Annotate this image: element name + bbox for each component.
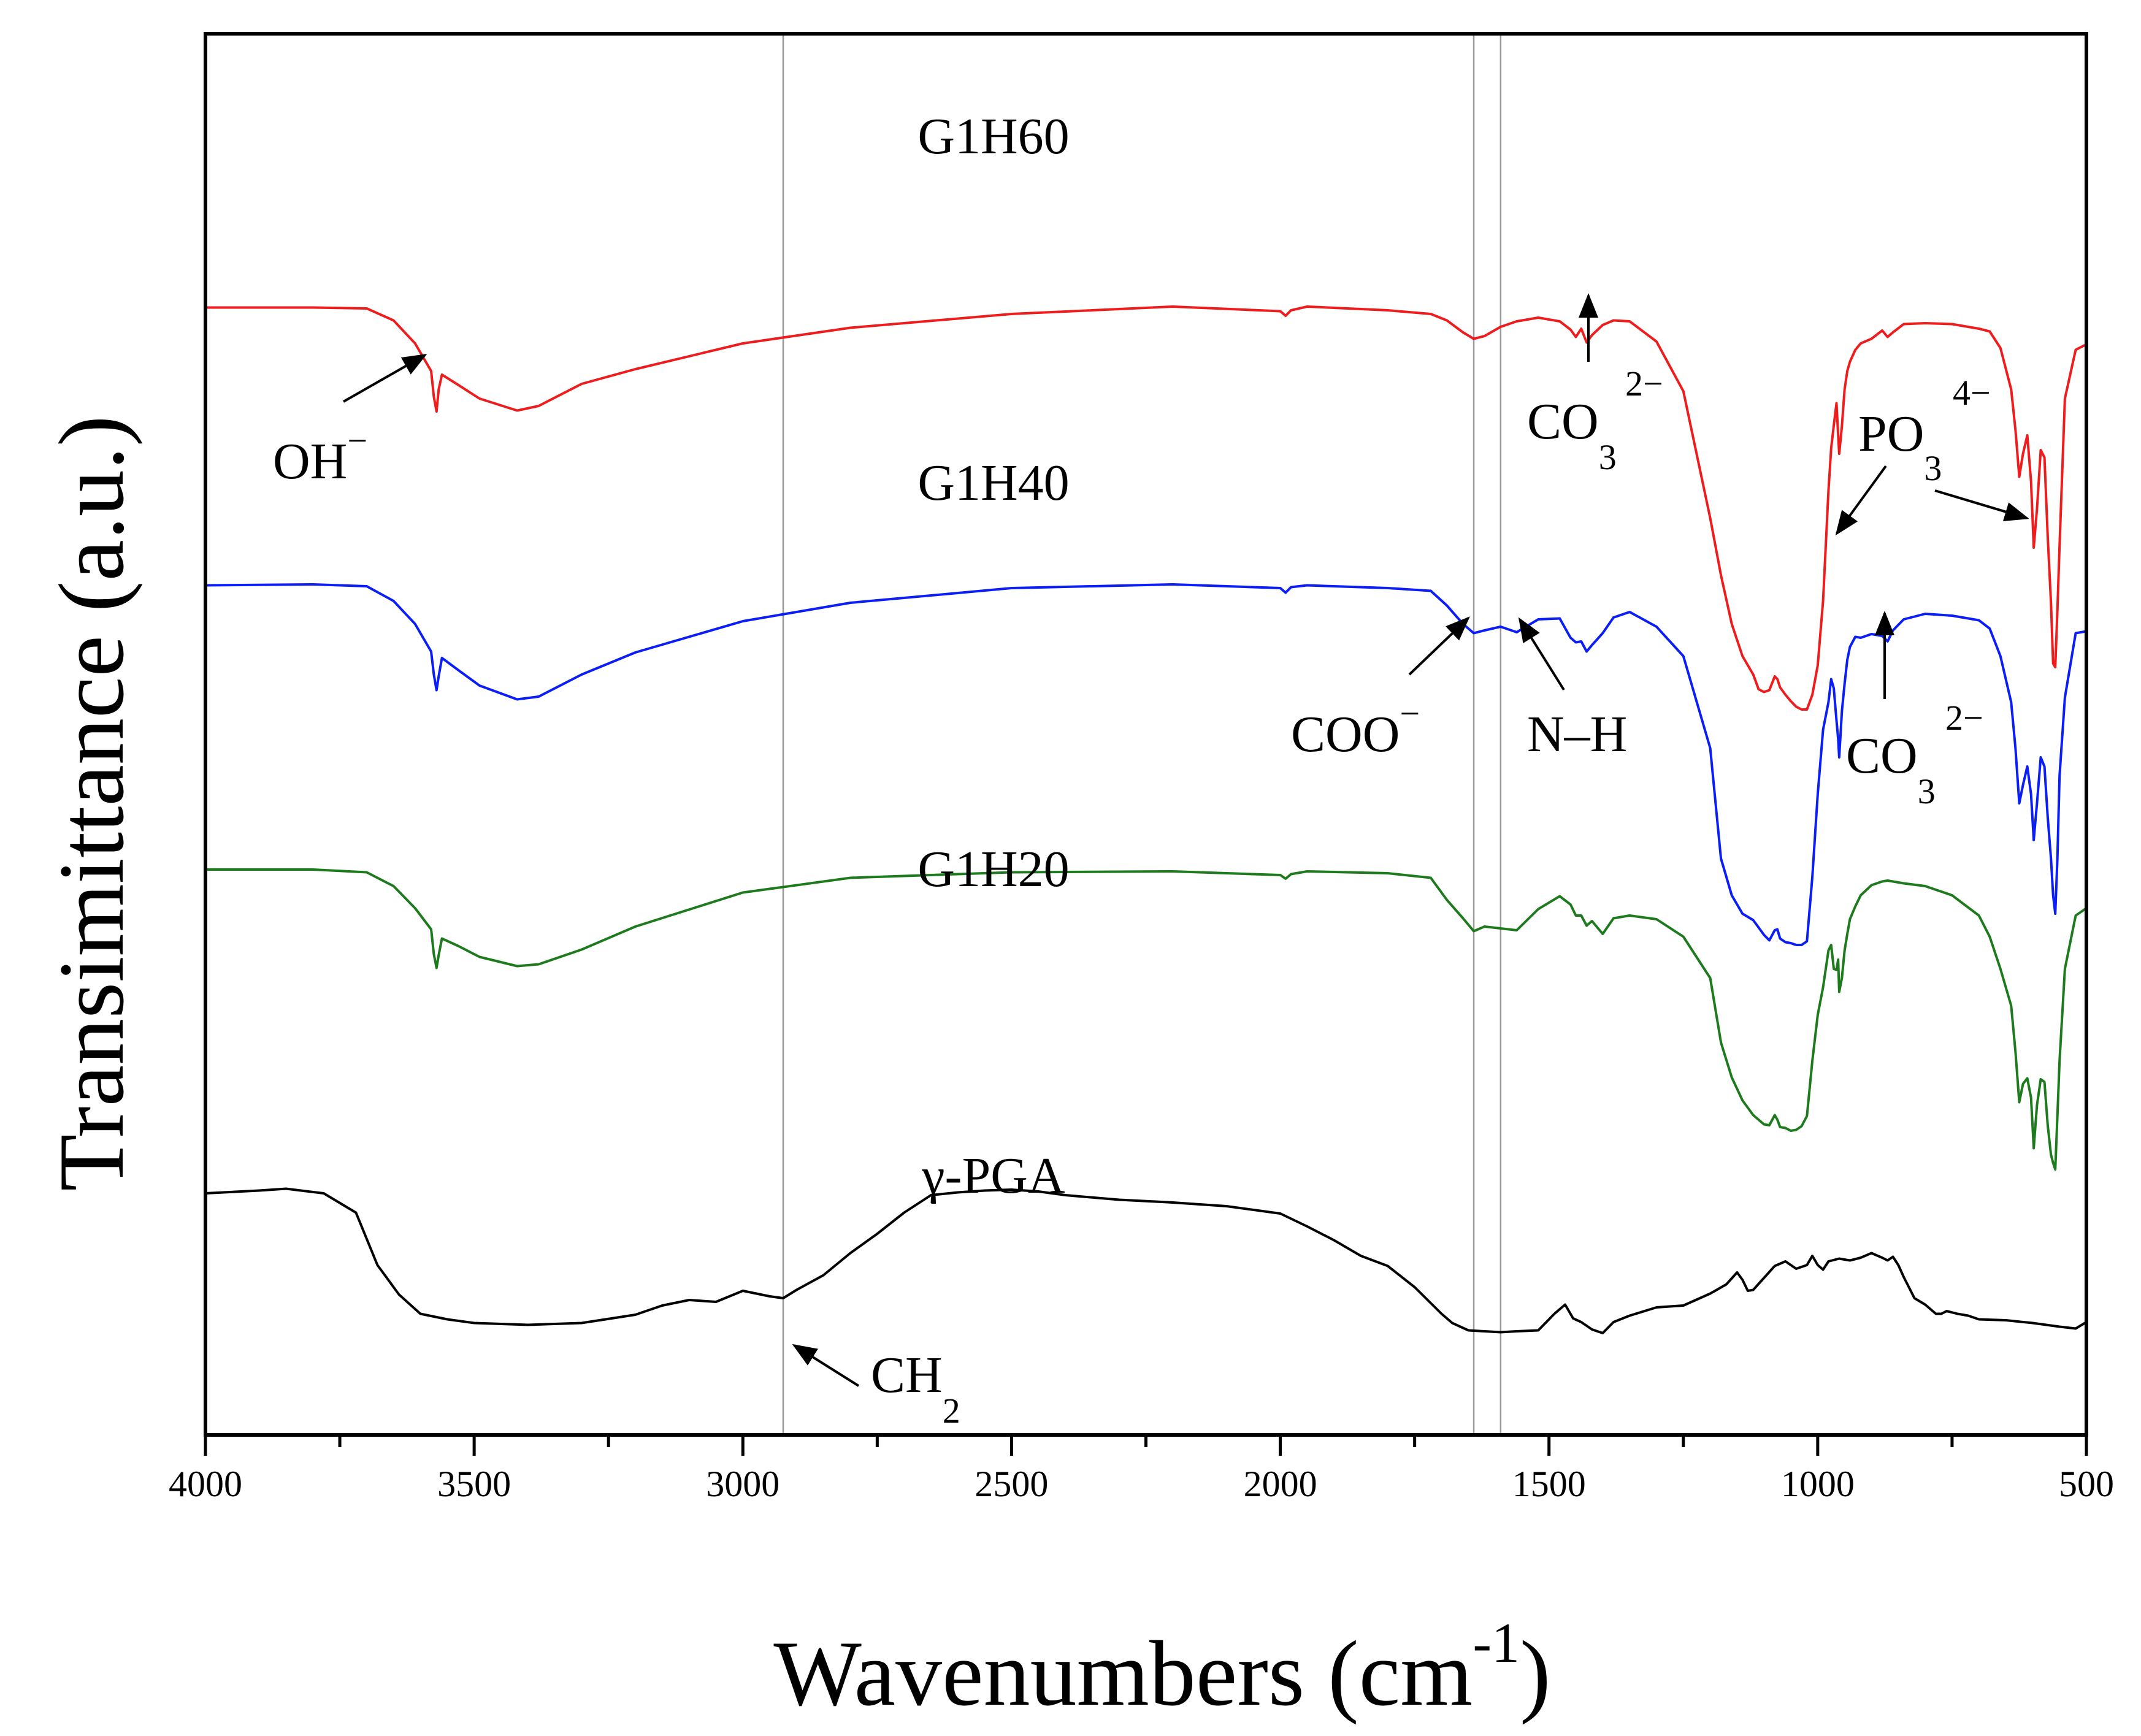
series-line--pga xyxy=(205,1187,2088,1334)
annotation-co3-top-sup: 2− xyxy=(1625,364,1663,403)
x-axis-title-sup: -1 xyxy=(1473,1612,1520,1674)
annotation-ch2-base: CH xyxy=(871,1347,943,1404)
x-tick-label-1000: 1000 xyxy=(1781,1464,1855,1504)
series-line-g1h40 xyxy=(205,583,2087,946)
series-label-gamma-pga: γ-PGA xyxy=(921,1147,1065,1204)
x-axis-title-close: ) xyxy=(1520,1622,1551,1725)
annotation-coo-base: COO xyxy=(1291,706,1400,763)
annotation-oh-base: OH xyxy=(273,433,347,490)
x-tick-label-2500: 2500 xyxy=(975,1464,1048,1504)
series-line-g1h60 xyxy=(205,305,2087,711)
arrow-po4-a xyxy=(1835,465,1887,536)
plot-frame xyxy=(204,32,2088,1437)
annotation-co3-top-base: CO xyxy=(1527,393,1599,450)
x-tick-label-3000: 3000 xyxy=(706,1464,779,1504)
reference-lines xyxy=(782,34,1502,1435)
series-label-g1h20: G1H20 xyxy=(917,841,1069,898)
y-axis-title: Transimittance (a.u.) xyxy=(40,416,143,1191)
annotation-oh-sup: − xyxy=(347,421,367,461)
annotation-oh: OH− xyxy=(273,421,367,490)
x-tick-label-1500: 1500 xyxy=(1512,1464,1586,1504)
x-axis-ticks: 4000 3500 3000 2500 2000 1500 1000 500 xyxy=(169,1435,2114,1504)
annotation-co3-mid-base: CO xyxy=(1846,727,1918,784)
annotation-co3-top: CO32− xyxy=(1527,364,1663,477)
series-layer xyxy=(205,305,2088,1334)
annotation-arrows xyxy=(343,293,2029,1387)
annotation-po4-sub: 3 xyxy=(1924,448,1942,488)
arrow-oh xyxy=(343,354,427,403)
x-axis-title-main: Wavenumbers (cm xyxy=(773,1622,1473,1725)
annotation-coo-sup: − xyxy=(1400,694,1420,733)
annotation-co3-mid: CO32− xyxy=(1846,698,1983,811)
annotation-co3-mid-sub: 3 xyxy=(1918,771,1936,811)
series-line-g1h20 xyxy=(205,868,2088,1171)
annotation-po4-base: PO xyxy=(1858,405,1924,462)
series-label-g1h40: G1H40 xyxy=(917,454,1069,511)
arrow-nh xyxy=(1518,617,1565,691)
arrow-ch2 xyxy=(792,1344,860,1387)
arrow-coo xyxy=(1408,616,1470,676)
annotation-nh: N–H xyxy=(1527,706,1627,763)
arrow-po4-b xyxy=(1934,489,2029,521)
annotation-ch2: CH2 xyxy=(871,1347,960,1431)
x-tick-label-4000: 4000 xyxy=(169,1464,242,1504)
annotation-ch2-sub: 2 xyxy=(943,1391,960,1431)
annotation-co3-mid-sup: 2− xyxy=(1945,698,1983,738)
x-tick-label-3500: 3500 xyxy=(437,1464,511,1504)
x-tick-label-500: 500 xyxy=(2059,1464,2114,1504)
annotation-po4-sup: 4− xyxy=(1953,373,1991,413)
annotation-po4: PO3 4− xyxy=(1858,373,1991,488)
x-tick-label-2000: 2000 xyxy=(1244,1464,1317,1504)
series-label-g1h60: G1H60 xyxy=(917,108,1069,165)
annotation-coo: COO− xyxy=(1291,694,1420,763)
x-axis-title: Wavenumbers (cm-1) xyxy=(773,1612,1550,1725)
annotation-co3-top-sub: 3 xyxy=(1599,437,1617,477)
